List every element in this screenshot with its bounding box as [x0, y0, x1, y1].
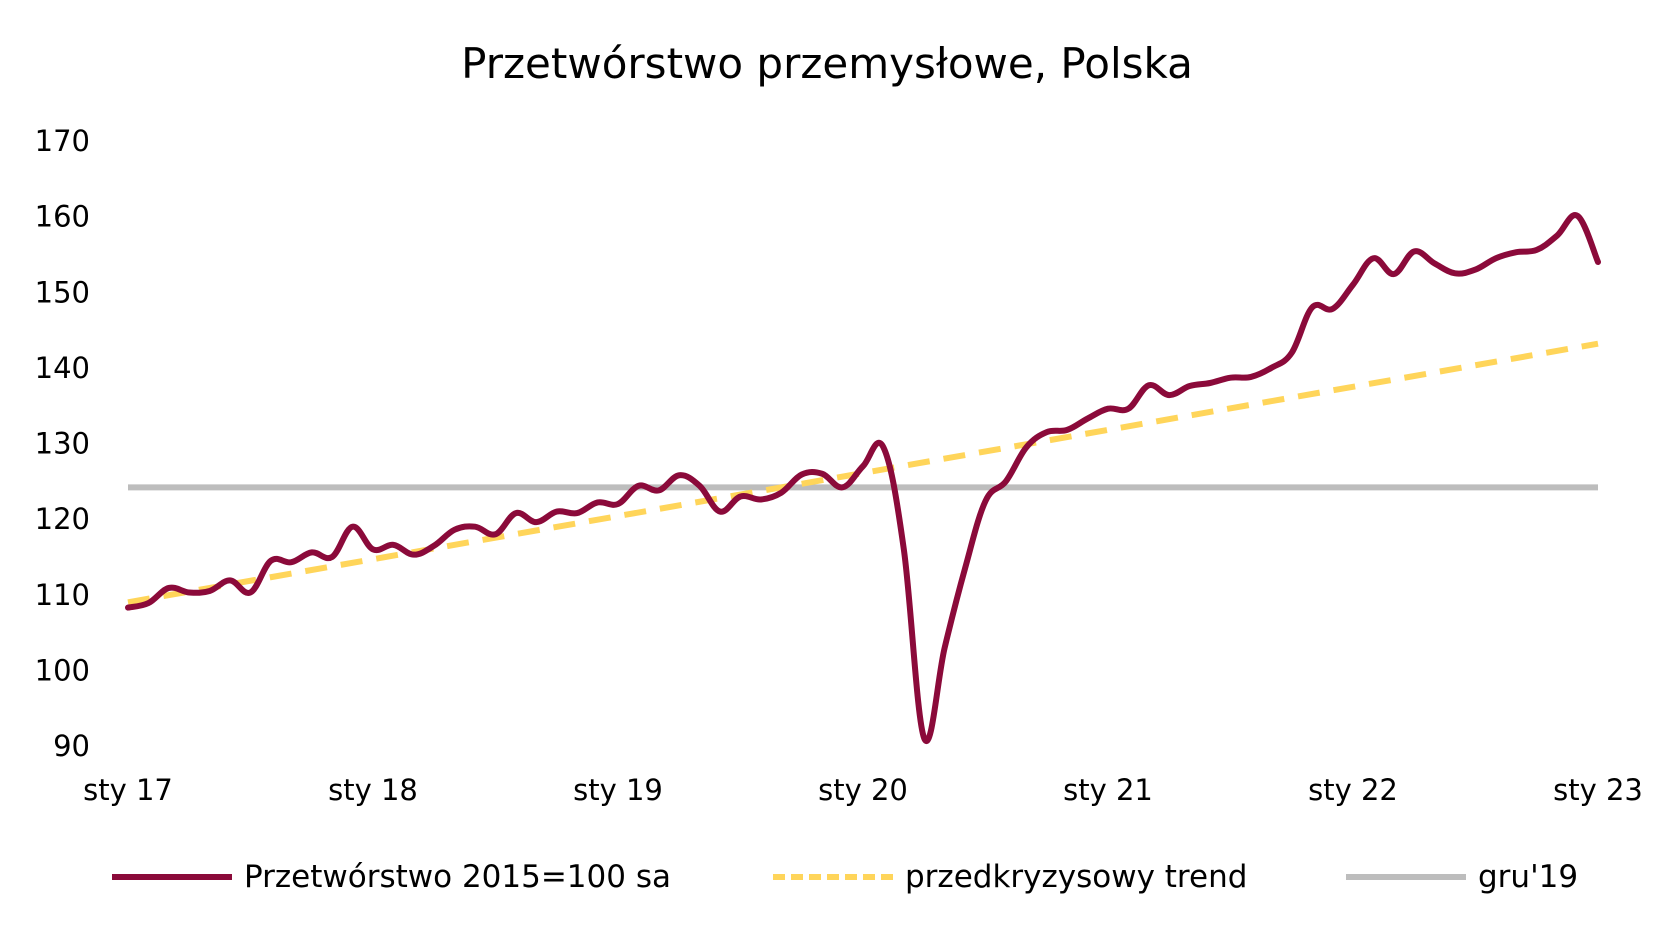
chart-lines [125, 212, 1601, 744]
x-tick-label: sty 18 [328, 773, 418, 807]
legend-label-dec19: gru'19 [1478, 859, 1579, 895]
x-tick-label: sty 22 [1308, 773, 1398, 807]
y-axis: 90 100 110 120 130 140 150 160 170 [35, 124, 90, 763]
y-tick-label: 150 [35, 275, 90, 309]
legend-swatch-dec19 [1346, 874, 1466, 880]
chart-title: Przetwórstwo przemysłowe, Polska [461, 39, 1193, 88]
y-tick-label: 110 [35, 578, 90, 612]
x-tick-label: sty 17 [83, 773, 173, 807]
x-tick-label: sty 23 [1553, 773, 1643, 807]
y-tick-label: 130 [35, 427, 90, 461]
y-tick-label: 90 [53, 729, 90, 763]
series-line-trend [127, 340, 1599, 606]
y-tick-label: 140 [35, 351, 90, 385]
legend-label-trend: przedkryzysowy trend [905, 859, 1248, 895]
y-tick-label: 120 [35, 502, 90, 536]
legend-label-production: Przetwórstwo 2015=100 sa [244, 859, 671, 895]
x-axis: sty 17 sty 18 sty 19 sty 20 sty 21 sty 22 sty … [83, 773, 1643, 807]
y-tick-label: 170 [35, 124, 90, 158]
legend: Przetwórstwo 2015=100 sa przedkryzysowy … [0, 852, 1654, 902]
legend-swatch-trend [773, 874, 893, 880]
legend-item-dec19: gru'19 [1346, 852, 1578, 902]
y-tick-label: 100 [35, 653, 90, 687]
legend-item-production: Przetwórstwo 2015=100 sa [112, 852, 671, 902]
y-tick-label: 160 [35, 200, 90, 234]
x-tick-label: sty 21 [1063, 773, 1153, 807]
x-tick-label: sty 19 [573, 773, 663, 807]
series-line-production [125, 212, 1601, 744]
x-tick-label: sty 20 [818, 773, 908, 807]
legend-swatch-production [112, 874, 232, 880]
legend-item-trend: przedkryzysowy trend [773, 852, 1247, 902]
